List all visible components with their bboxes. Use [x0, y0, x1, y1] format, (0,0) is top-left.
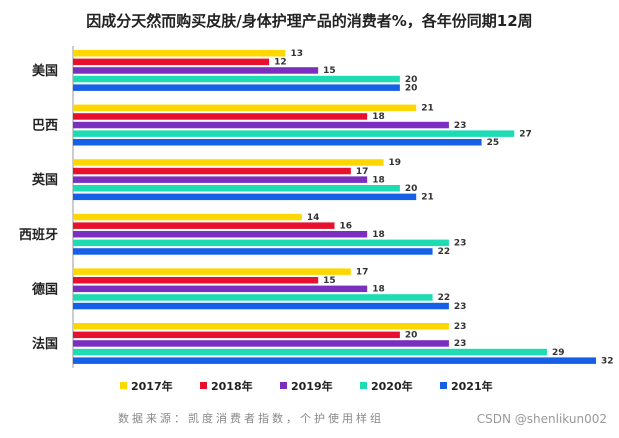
data-label: 18	[372, 285, 385, 295]
category-label: 西班牙	[19, 227, 58, 243]
data-label: 23	[454, 239, 467, 249]
data-label: 23	[454, 121, 467, 131]
bar	[73, 159, 384, 166]
legend-label: 2017年	[131, 379, 173, 393]
data-label: 18	[372, 230, 385, 240]
legend-swatch	[360, 382, 367, 389]
bar	[73, 277, 319, 284]
legend-swatch	[440, 382, 447, 389]
bar	[73, 239, 449, 247]
bar	[73, 285, 368, 293]
data-label: 12	[274, 58, 287, 68]
data-label: 14	[307, 213, 320, 223]
bar	[73, 348, 547, 356]
data-label: 23	[454, 302, 467, 312]
data-label: 27	[519, 129, 532, 139]
bar	[73, 104, 417, 112]
data-label: 17	[356, 267, 369, 277]
bar	[73, 340, 449, 347]
data-label: 21	[421, 104, 434, 114]
legend-swatch	[280, 382, 287, 389]
data-label: 20	[405, 331, 418, 341]
category-label: 德国	[32, 281, 58, 297]
bar	[73, 248, 433, 255]
data-label: 15	[323, 66, 336, 76]
bar	[73, 84, 400, 91]
bar	[73, 167, 351, 175]
bar	[73, 231, 368, 238]
legend-label: 2020年	[371, 379, 413, 393]
data-label: 23	[454, 339, 467, 349]
data-label: 29	[552, 348, 565, 358]
bar	[73, 193, 417, 201]
bar	[73, 113, 368, 120]
legend-label: 2021年	[451, 379, 493, 393]
data-label: 20	[405, 75, 418, 85]
bar	[73, 75, 400, 83]
legend-label: 2019年	[291, 379, 333, 393]
bar	[73, 331, 400, 339]
bar	[73, 185, 400, 192]
bar	[73, 121, 449, 129]
bars-layer	[73, 50, 596, 364]
legend-swatch	[200, 382, 207, 389]
bar	[73, 357, 596, 364]
bar	[73, 294, 433, 301]
source-note: 数据来源：凯度消费者指数，个护使用样组	[118, 412, 384, 425]
chart-title: 因成分天然而购买皮肤/身体护理产品的消费者%，各年份同期12周	[86, 12, 533, 30]
category-label: 英国	[31, 172, 58, 188]
data-label: 21	[421, 193, 434, 203]
data-label: 18	[372, 175, 385, 185]
data-label: 20	[405, 184, 418, 194]
bar	[73, 139, 482, 146]
legend-swatch	[120, 382, 127, 389]
data-label: 22	[438, 293, 451, 303]
labels-layer: 美国1312152020巴西2118232725英国1917182021西班牙1…	[19, 49, 614, 366]
category-label: 法国	[32, 336, 58, 352]
bar	[73, 213, 302, 221]
data-label: 20	[405, 83, 418, 93]
watermark: CSDN @shenlikun002	[476, 412, 607, 426]
legend-label: 2018年	[211, 379, 253, 393]
data-label: 17	[356, 167, 369, 177]
legend: 2017年 2018年 2019年 2020年 2021年	[120, 379, 493, 393]
bar	[73, 222, 335, 229]
bar	[73, 58, 270, 66]
bar	[73, 50, 286, 57]
category-label: 美国	[32, 63, 58, 79]
data-label: 16	[340, 221, 353, 231]
bar	[73, 268, 351, 275]
bar	[73, 323, 449, 330]
data-label: 22	[438, 247, 451, 257]
bar	[73, 67, 319, 74]
bar	[73, 302, 449, 310]
data-label: 15	[323, 276, 336, 286]
data-label: 18	[372, 112, 385, 122]
bar	[73, 176, 368, 183]
category-label: 巴西	[32, 119, 58, 134]
data-label: 19	[389, 158, 402, 168]
data-label: 13	[290, 49, 303, 59]
data-label: 32	[601, 356, 614, 366]
bar	[73, 130, 515, 137]
data-label: 23	[454, 322, 467, 332]
data-label: 25	[487, 138, 500, 148]
